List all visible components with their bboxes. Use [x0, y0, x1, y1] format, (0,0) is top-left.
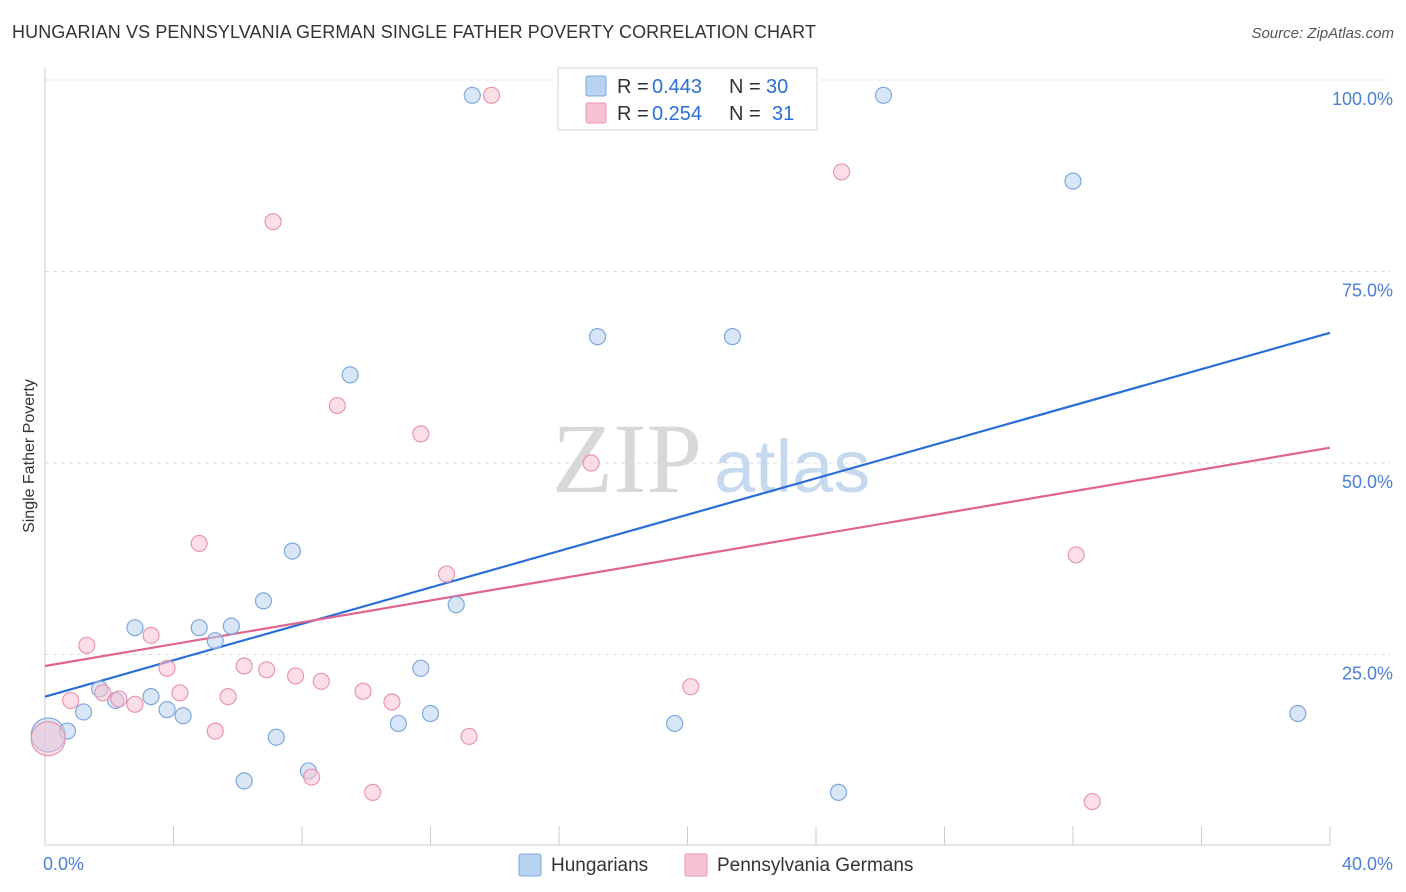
point-pennsylvania-germans-19 [328, 396, 346, 415]
trendline-pennsylvania-germans [44, 446, 1331, 668]
point-pennsylvania-germans-7 [142, 626, 160, 644]
data-points [30, 86, 1307, 811]
point-pennsylvania-germans-18 [312, 672, 330, 690]
legend-r-value-1: 0.443 [652, 76, 702, 98]
point-hungarians-25 [666, 714, 684, 733]
point-hungarians-13 [235, 772, 253, 790]
point-pennsylvania-germans-17 [303, 768, 321, 786]
point-pennsylvania-germans-8 [158, 659, 176, 677]
point-pennsylvania-germans-11 [206, 722, 224, 740]
point-pennsylvania-germans-9 [171, 684, 189, 702]
point-hungarians-10 [190, 619, 208, 637]
point-pennsylvania-germans-30 [1067, 546, 1085, 564]
point-hungarians-26 [723, 328, 742, 346]
point-hungarians-29 [1064, 172, 1082, 190]
gridlines [45, 79, 1390, 655]
point-hungarians-12 [222, 617, 240, 635]
point-pennsylvania-germans-6 [126, 695, 144, 713]
point-pennsylvania-germans-15 [264, 213, 282, 231]
point-hungarians-7 [142, 688, 160, 706]
point-pennsylvania-germans-12 [219, 688, 237, 706]
point-pennsylvania-germans-1 [30, 721, 66, 757]
point-pennsylvania-germans-10 [190, 534, 208, 553]
point-pennsylvania-germans-29 [833, 163, 851, 181]
point-hungarians-6 [126, 619, 144, 637]
legend: R = 0.443 N = 30 R = 0.254 N = 31 [557, 67, 818, 131]
source-credit: Source: ZipAtlas.com [1251, 25, 1394, 42]
y-tick-label-3: 75.0% [1342, 281, 1393, 301]
legend-n-label-1: N = [729, 76, 761, 98]
legend-r-value-2: 0.254 [652, 103, 702, 125]
point-pennsylvania-germans-14 [258, 661, 276, 679]
point-hungarians-27 [829, 783, 848, 801]
point-pennsylvania-germans-3 [78, 636, 96, 654]
point-pennsylvania-germans-21 [364, 783, 382, 801]
point-hungarians-9 [174, 707, 192, 725]
legend-swatch-pennsylvania-germans [585, 102, 607, 124]
point-hungarians-30 [1289, 704, 1307, 723]
point-pennsylvania-germans-31 [1083, 792, 1101, 811]
point-hungarians-11 [206, 632, 224, 650]
point-hungarians-23 [463, 86, 481, 104]
point-pennsylvania-germans-28 [682, 678, 700, 696]
point-hungarians-20 [412, 659, 430, 677]
legend-n-value-1: 30 [766, 76, 788, 98]
tick-labels: 25.0% 50.0% 75.0% 100.0% 0.0% 40.0% [43, 89, 1393, 874]
point-pennsylvania-germans-16 [286, 667, 305, 685]
y-axis-label: Single Father Poverty [21, 379, 38, 533]
point-hungarians-8 [158, 701, 176, 719]
legend-n-value-2: 31 [772, 103, 794, 125]
axes [44, 68, 1331, 846]
point-pennsylvania-germans-22 [383, 693, 401, 711]
point-pennsylvania-germans-26 [482, 86, 501, 104]
legend-r-label-1: R = [617, 76, 649, 98]
point-pennsylvania-germans-13 [235, 657, 253, 675]
y-tick-label-4: 100.0% [1332, 89, 1393, 109]
legend-swatch-hungarians [585, 75, 607, 97]
legend-r-label-2: R = [617, 103, 649, 125]
point-hungarians-15 [267, 728, 285, 746]
x-tick-label-max: 40.0% [1342, 854, 1393, 874]
series-legend-label-pennsylvania-germans: Pennsylvania Germans [717, 855, 913, 876]
series-legend-label-hungarians: Hungarians [551, 855, 648, 876]
point-hungarians-16 [283, 542, 301, 560]
point-hungarians-22 [447, 596, 465, 614]
y-tick-label-1: 25.0% [1342, 664, 1393, 684]
point-hungarians-28 [874, 86, 893, 104]
point-pennsylvania-germans-20 [354, 682, 372, 700]
point-hungarians-19 [389, 714, 407, 733]
point-hungarians-14 [254, 592, 273, 610]
point-pennsylvania-germans-2 [62, 691, 80, 710]
point-pennsylvania-germans-5 [110, 690, 128, 708]
point-pennsylvania-germans-23 [412, 425, 430, 443]
series-legend: Hungarians Pennsylvania Germans [518, 853, 913, 877]
point-pennsylvania-germans-4 [94, 684, 112, 702]
trendlines [44, 331, 1331, 698]
series-legend-swatch-pennsylvania-germans [684, 853, 708, 877]
x-tick-label-min: 0.0% [43, 854, 84, 874]
legend-n-label-2: N = [729, 103, 761, 125]
point-pennsylvania-germans-25 [460, 727, 478, 746]
point-hungarians-24 [588, 328, 607, 346]
watermark: ZIP atlas [552, 403, 870, 514]
trendline-hungarians [44, 331, 1331, 698]
y-tick-label-2: 50.0% [1342, 472, 1393, 492]
point-hungarians-18 [341, 366, 359, 384]
watermark-zip: ZIP [552, 403, 702, 514]
point-pennsylvania-germans-24 [437, 565, 456, 583]
point-pennsylvania-germans-27 [582, 454, 600, 472]
chart-title: HUNGARIAN VS PENNSYLVANIA GERMAN SINGLE … [12, 22, 817, 42]
watermark-atlas: atlas [714, 425, 870, 508]
series-legend-swatch-hungarians [518, 853, 542, 877]
point-hungarians-21 [421, 704, 440, 723]
point-hungarians-3 [74, 703, 93, 721]
